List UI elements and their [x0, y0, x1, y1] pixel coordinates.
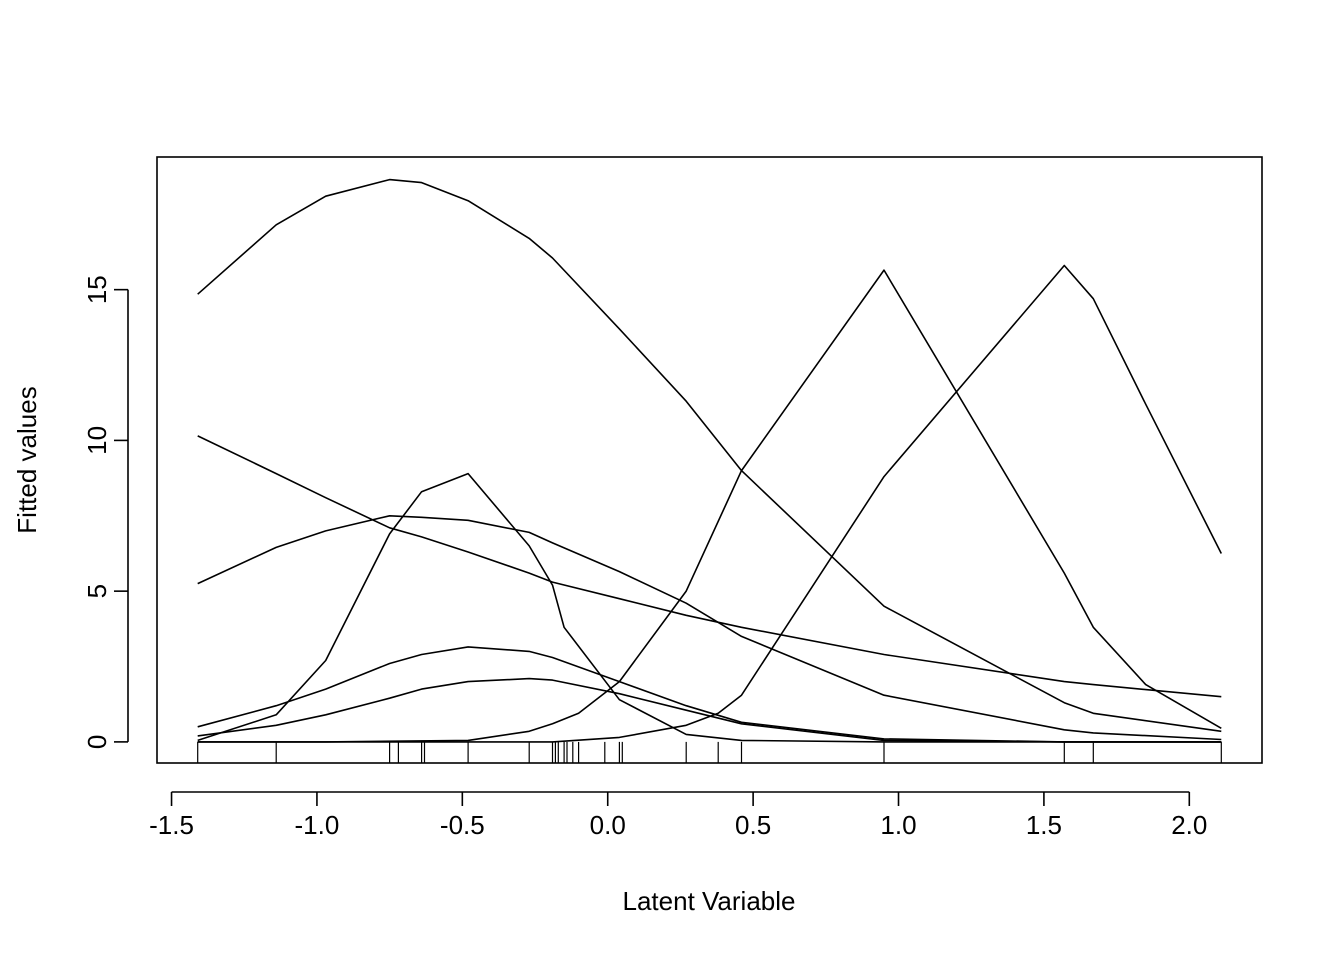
series-line-8 — [197, 264, 1223, 743]
x-axis-label: Latent Variable — [623, 886, 796, 916]
rug-group — [197, 741, 1222, 763]
x-tick-label: 1.0 — [880, 810, 916, 840]
x-tick-label: 0.5 — [735, 810, 771, 840]
y-tick-label: 5 — [82, 584, 112, 598]
y-tick-label: 0 — [82, 735, 112, 749]
series-group — [197, 178, 1223, 743]
x-tick-label: 0.0 — [590, 810, 626, 840]
series-line-6 — [197, 677, 1222, 743]
x-axis: -1.5 -1.0 -0.5 0.0 0.5 1.0 1.5 2.0 — [149, 791, 1207, 840]
x-tick-label: -1.0 — [295, 810, 340, 840]
y-axis: 0 5 10 15 — [82, 275, 129, 749]
series-line-3 — [197, 514, 1222, 741]
series-line-2 — [197, 435, 1222, 698]
series-line-1 — [197, 178, 1222, 733]
x-tick-label: -1.5 — [149, 810, 194, 840]
y-tick-label: 10 — [82, 426, 112, 455]
x-tick-label: 1.5 — [1026, 810, 1062, 840]
x-tick-label: 2.0 — [1171, 810, 1207, 840]
y-axis-label: Fitted values — [12, 386, 42, 533]
series-line-7 — [197, 269, 1222, 743]
x-tick-label: -0.5 — [440, 810, 485, 840]
y-tick-label: 15 — [82, 275, 112, 304]
plot-frame — [156, 156, 1263, 764]
